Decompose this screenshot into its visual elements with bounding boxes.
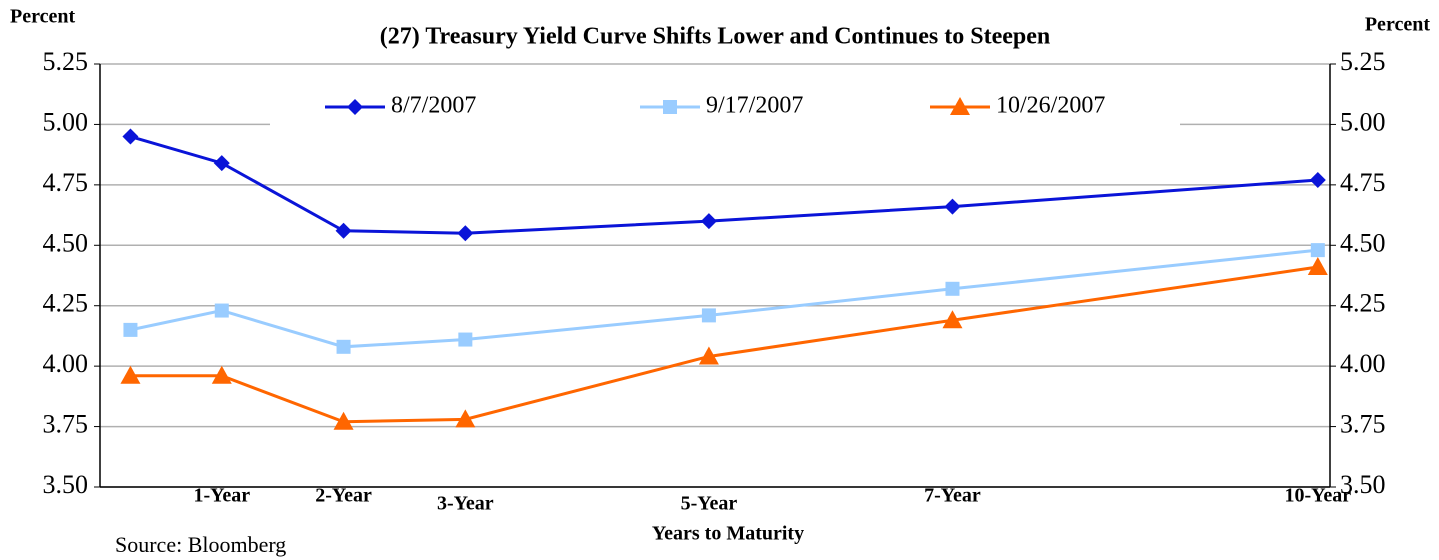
y2-tick-label: 4.00 [1340,349,1386,378]
chart-title: (27) Treasury Yield Curve Shifts Lower a… [380,24,1050,50]
x-tick-label: 7-Year [924,485,981,507]
marker [700,213,717,230]
marker [214,303,229,318]
y2-tick-label: 4.25 [1340,289,1386,318]
y-tick-label: 4.00 [43,349,89,378]
y2-tick-label: 3.75 [1340,410,1386,439]
y2-tick-label: 3.50 [1340,470,1386,499]
series-line [130,265,1319,424]
x-tick-label: 1-Year [193,485,250,507]
marker [1310,243,1325,258]
marker [458,332,473,347]
marker [950,97,970,115]
marker [336,339,351,354]
y2-axis-label: Percent [1365,14,1430,36]
marker [122,128,139,145]
marker [120,365,141,384]
legend-label: 8/7/2007 [391,93,476,119]
y2-tick-label: 4.75 [1340,168,1386,197]
marker [347,99,363,115]
y-tick-label: 3.50 [43,470,89,499]
marker [213,155,230,172]
marker [211,365,232,384]
x-tick-label: 2-Year [315,485,372,507]
y-tick-label: 4.75 [43,168,89,197]
marker [698,346,719,365]
legend-box [270,88,1180,126]
series-line [130,248,1318,349]
marker [335,222,352,239]
marker [701,308,716,323]
y-tick-label: 5.25 [43,47,89,76]
legend-label: 9/17/2007 [706,93,803,119]
y-tick-label: 3.75 [43,410,89,439]
y-tick-label: 4.25 [43,289,89,318]
source-note: Source: Bloomberg [115,532,286,557]
x-axis-label: Years to Maturity [652,523,804,545]
marker [663,100,677,114]
marker [123,322,138,337]
y-tick-label: 5.00 [43,107,89,136]
y-tick-label: 4.50 [43,228,89,257]
marker [944,198,961,215]
x-tick-label: 10-Year [1285,485,1352,507]
x-tick-label: 5-Year [681,493,738,515]
y2-tick-label: 5.00 [1340,107,1386,136]
legend-label: 10/26/2007 [996,93,1105,119]
marker [457,225,474,242]
marker [942,310,963,329]
x-tick-label: 3-Year [437,493,494,515]
marker [945,281,960,296]
marker [455,409,476,428]
y-axis-label: Percent [10,6,75,28]
marker [1309,172,1326,189]
y2-tick-label: 5.25 [1340,47,1386,76]
marker [333,411,354,430]
marker [1307,257,1328,276]
y2-tick-label: 4.50 [1340,228,1386,257]
